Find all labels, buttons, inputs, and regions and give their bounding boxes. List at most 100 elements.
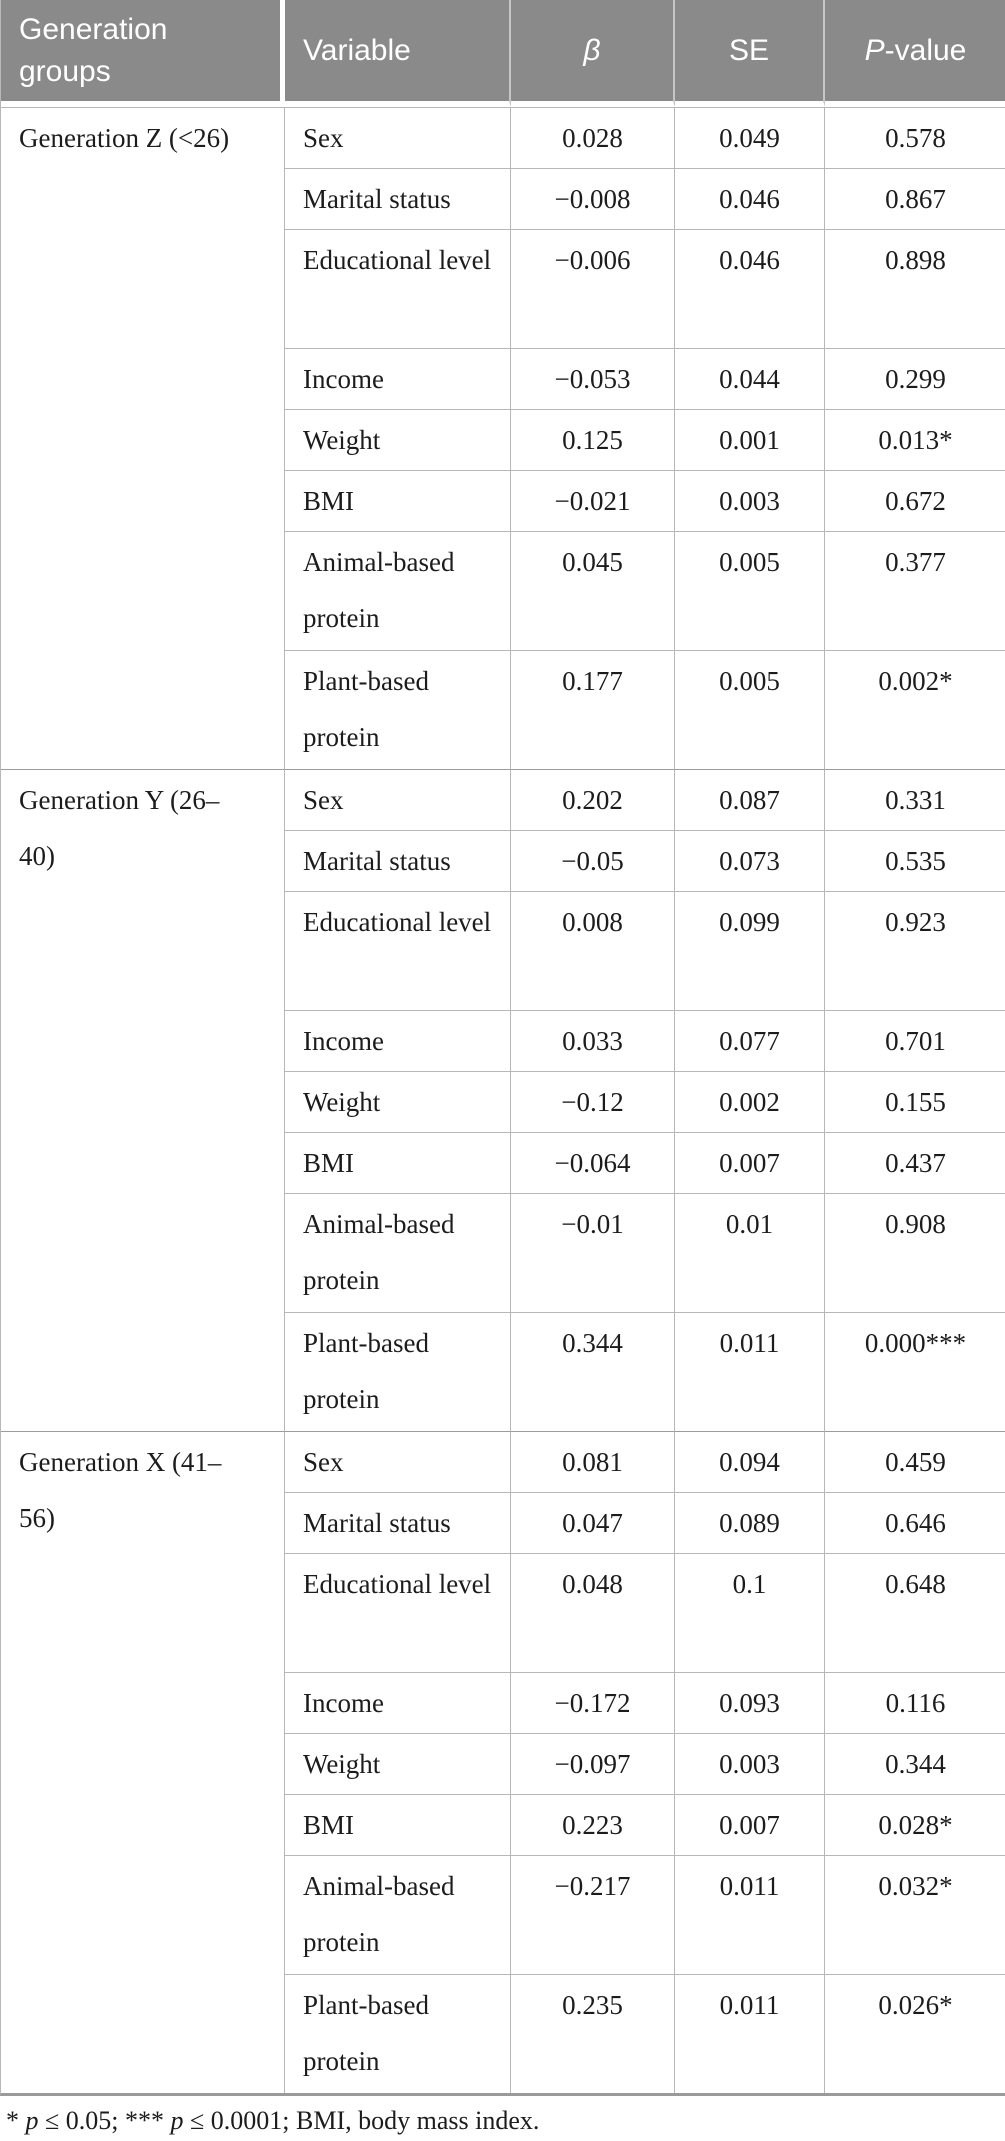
variable-cell: BMI xyxy=(285,470,511,531)
variable-cell: Weight xyxy=(285,1071,511,1132)
header-generation-groups: Generation groups xyxy=(1,0,285,107)
p-cell: 0.299 xyxy=(825,348,1005,409)
header-row: Generation groups Variable β SE P-value xyxy=(1,0,1005,107)
variable-cell: Sex xyxy=(285,107,511,168)
se-cell: 0.007 xyxy=(675,1794,825,1855)
footnote-text: * xyxy=(6,2106,26,2135)
variable-cell: Animal-based protein xyxy=(285,531,511,650)
se-cell: 0.011 xyxy=(675,1974,825,2093)
se-cell: 0.049 xyxy=(675,107,825,168)
variable-cell: Plant-based protein xyxy=(285,1312,511,1431)
table-row: Marital status 0.047 0.089 0.646 xyxy=(1,1492,1005,1553)
table-row: Educational level 0.048 0.1 0.648 xyxy=(1,1553,1005,1672)
table-row: Plant-based protein 0.344 0.011 0.000*** xyxy=(1,1312,1005,1431)
beta-cell: 0.223 xyxy=(511,1794,675,1855)
group-label-line: Generation X (41– xyxy=(19,1447,222,1477)
p-cell: 0.923 xyxy=(825,891,1005,1010)
p-cell: 0.646 xyxy=(825,1492,1005,1553)
p-cell: 0.013* xyxy=(825,409,1005,470)
group-label-generation-y: Generation Y (26– 40) xyxy=(1,769,285,1431)
beta-cell: −0.064 xyxy=(511,1132,675,1193)
se-cell: 0.073 xyxy=(675,830,825,891)
header-beta: β xyxy=(511,0,675,107)
beta-cell: −0.008 xyxy=(511,168,675,229)
variable-cell: BMI xyxy=(285,1794,511,1855)
group-label-generation-x: Generation X (41– 56) xyxy=(1,1431,285,2093)
beta-cell: 0.047 xyxy=(511,1492,675,1553)
table-row: Animal-based protein −0.217 0.011 0.032* xyxy=(1,1855,1005,1974)
se-cell: 0.077 xyxy=(675,1010,825,1071)
se-cell: 0.002 xyxy=(675,1071,825,1132)
beta-cell: −0.01 xyxy=(511,1193,675,1312)
variable-cell: Weight xyxy=(285,409,511,470)
section-generation-y: Generation Y (26– 40) Sex 0.202 0.087 0.… xyxy=(1,769,1005,1431)
beta-cell: −0.12 xyxy=(511,1071,675,1132)
section-generation-x: Generation X (41– 56) Sex 0.081 0.094 0.… xyxy=(1,1431,1005,2093)
footnote-p-italic: p xyxy=(170,2106,184,2135)
beta-cell: 0.048 xyxy=(511,1553,675,1672)
beta-cell: 0.235 xyxy=(511,1974,675,2093)
se-cell: 0.011 xyxy=(675,1855,825,1974)
p-suffix: -value xyxy=(884,33,967,67)
p-cell: 0.377 xyxy=(825,531,1005,650)
table-row: Marital status −0.05 0.073 0.535 xyxy=(1,830,1005,891)
table-row: Income −0.053 0.044 0.299 xyxy=(1,348,1005,409)
variable-cell: Animal-based protein xyxy=(285,1193,511,1312)
variable-cell: Educational level xyxy=(285,891,511,1010)
table-row: Educational level −0.006 0.046 0.898 xyxy=(1,229,1005,348)
beta-cell: −0.021 xyxy=(511,470,675,531)
beta-cell: 0.033 xyxy=(511,1010,675,1071)
variable-cell: Weight xyxy=(285,1733,511,1794)
se-cell: 0.089 xyxy=(675,1492,825,1553)
se-cell: 0.011 xyxy=(675,1312,825,1431)
p-cell: 0.000*** xyxy=(825,1312,1005,1431)
p-cell: 0.155 xyxy=(825,1071,1005,1132)
p-cell: 0.437 xyxy=(825,1132,1005,1193)
variable-cell: Income xyxy=(285,1672,511,1733)
se-cell: 0.093 xyxy=(675,1672,825,1733)
se-cell: 0.046 xyxy=(675,168,825,229)
variable-cell: Marital status xyxy=(285,1492,511,1553)
group-label-generation-z: Generation Z (<26) xyxy=(1,107,285,769)
table-row: Plant-based protein 0.235 0.011 0.026* xyxy=(1,1974,1005,2093)
beta-cell: 0.344 xyxy=(511,1312,675,1431)
variable-cell: Plant-based protein xyxy=(285,1974,511,2093)
se-cell: 0.003 xyxy=(675,470,825,531)
variable-cell: Marital status xyxy=(285,830,511,891)
variable-cell: Educational level xyxy=(285,1553,511,1672)
p-cell: 0.648 xyxy=(825,1553,1005,1672)
table-row: Plant-based protein 0.177 0.005 0.002* xyxy=(1,650,1005,769)
table-row: Marital status −0.008 0.046 0.867 xyxy=(1,168,1005,229)
table-footnote: * p ≤ 0.05; *** p ≤ 0.0001; BMI, body ma… xyxy=(0,2096,1005,2141)
variable-cell: Plant-based protein xyxy=(285,650,511,769)
beta-cell: −0.172 xyxy=(511,1672,675,1733)
table-row: Animal-based protein −0.01 0.01 0.908 xyxy=(1,1193,1005,1312)
se-cell: 0.044 xyxy=(675,348,825,409)
beta-cell: 0.008 xyxy=(511,891,675,1010)
p-cell: 0.344 xyxy=(825,1733,1005,1794)
regression-results-table: Generation groups Variable β SE P-value … xyxy=(0,0,1005,2096)
p-cell: 0.535 xyxy=(825,830,1005,891)
beta-cell: 0.125 xyxy=(511,409,675,470)
se-cell: 0.099 xyxy=(675,891,825,1010)
table-row: Weight 0.125 0.001 0.013* xyxy=(1,409,1005,470)
se-cell: 0.001 xyxy=(675,409,825,470)
p-cell: 0.672 xyxy=(825,470,1005,531)
p-cell: 0.032* xyxy=(825,1855,1005,1974)
variable-cell: Sex xyxy=(285,769,511,830)
variable-cell: Marital status xyxy=(285,168,511,229)
p-cell: 0.028* xyxy=(825,1794,1005,1855)
group-label-line: 40) xyxy=(19,841,55,871)
table-row: Income 0.033 0.077 0.701 xyxy=(1,1010,1005,1071)
table-row: Generation Y (26– 40) Sex 0.202 0.087 0.… xyxy=(1,769,1005,1431)
p-cell: 0.867 xyxy=(825,168,1005,229)
p-cell: 0.459 xyxy=(825,1431,1005,1492)
se-cell: 0.005 xyxy=(675,650,825,769)
beta-cell: −0.097 xyxy=(511,1733,675,1794)
beta-cell: −0.053 xyxy=(511,348,675,409)
table-row: BMI −0.021 0.003 0.672 xyxy=(1,470,1005,531)
se-cell: 0.01 xyxy=(675,1193,825,1312)
p-cell: 0.002* xyxy=(825,650,1005,769)
table-row: Income −0.172 0.093 0.116 xyxy=(1,1672,1005,1733)
se-cell: 0.003 xyxy=(675,1733,825,1794)
